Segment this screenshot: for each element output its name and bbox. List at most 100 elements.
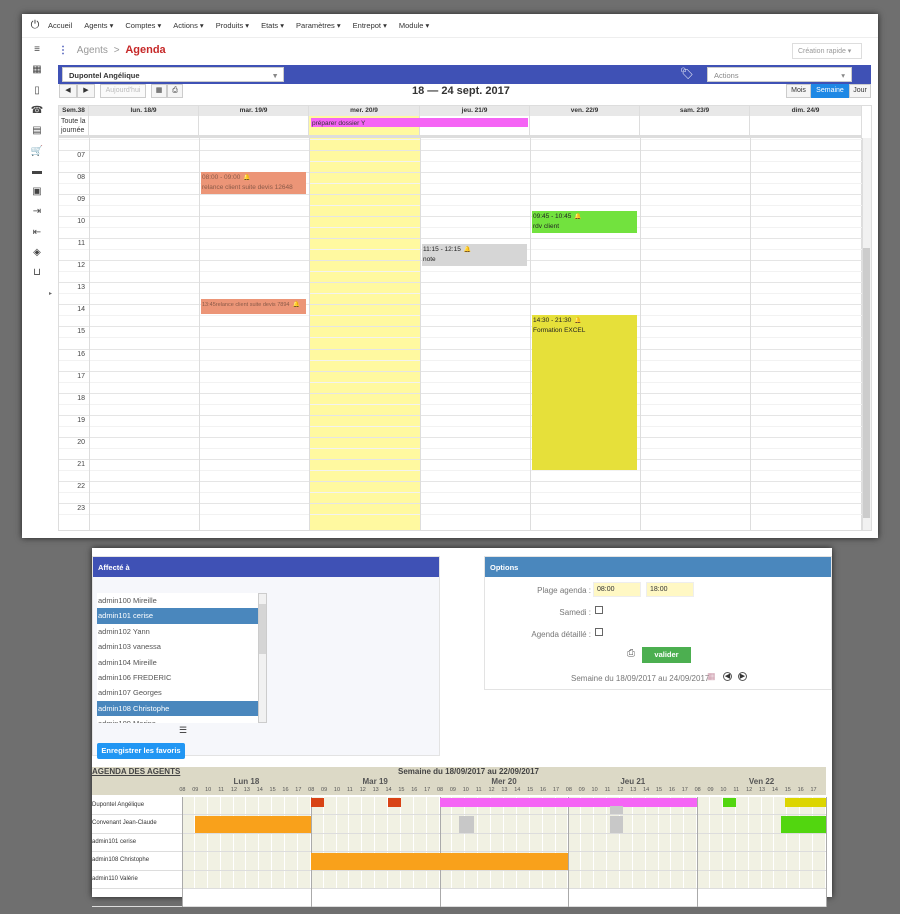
calendar-scrollbar[interactable] [861,138,871,530]
allday-cell[interactable] [89,116,199,138]
gantt-cell[interactable] [542,833,556,852]
gantt-cell[interactable] [632,815,646,833]
gantt-cell[interactable] [323,889,337,907]
agent-option[interactable]: admin108 Christophe [97,700,267,717]
gantt-cell[interactable] [684,852,698,870]
gantt-cell[interactable] [735,889,749,907]
gantt-cell[interactable] [182,852,195,870]
gantt-cell[interactable] [761,815,775,833]
allday-cell[interactable] [530,116,640,138]
gantt-cell[interactable] [272,833,286,852]
tablet-icon[interactable]: ▯ [34,84,40,96]
gantt-cell[interactable] [645,889,659,907]
breadcrumb-agents[interactable]: Agents [76,45,108,56]
gantt-cell[interactable] [658,833,672,852]
gantt-cell[interactable] [529,815,543,833]
gantt-bar[interactable] [610,806,624,814]
print-icon[interactable]: ⎙ [167,84,183,98]
gantt-cell[interactable] [310,870,324,888]
gantt-cell[interactable] [375,870,389,888]
gantt-bar[interactable] [780,816,826,833]
gantt-cell[interactable] [349,797,363,815]
gantt-cell[interactable] [774,889,788,907]
gantt-cell[interactable] [710,833,723,852]
gantt-cell[interactable] [555,889,569,907]
calendar-picker-icon[interactable]: ▦ [151,84,167,98]
briefcase-icon[interactable]: ▤ [32,125,42,137]
calendar-event[interactable]: 13:45relance client suite devis 7894 🔔 [201,298,306,315]
gantt-cell[interactable] [400,815,414,833]
gantt-cell[interactable] [375,815,389,833]
gantt-cell[interactable] [207,852,221,870]
gantt-cell[interactable] [452,870,466,888]
gantt-cell[interactable] [439,870,453,888]
gantt-cell[interactable] [207,797,221,815]
gantt-cell[interactable] [439,889,453,907]
gantt-cell[interactable] [207,889,221,907]
gantt-cell[interactable] [645,870,659,888]
gantt-cell[interactable] [220,852,234,870]
gantt-cell[interactable] [465,833,479,852]
gantt-cell[interactable] [413,797,427,815]
gantt-cell[interactable] [220,797,234,815]
gantt-cell[interactable] [220,870,234,888]
cart-icon[interactable]: 🛒 [30,145,44,157]
gantt-cell[interactable] [800,852,814,870]
day-header[interactable]: mar. 19/9 [199,106,309,116]
gantt-cell[interactable] [323,833,337,852]
gantt-cell[interactable] [297,852,311,870]
gantt-cell[interactable] [491,833,504,852]
gantt-cell[interactable] [581,833,595,852]
allday-cell[interactable] [199,116,309,138]
gantt-cell[interactable] [581,815,595,833]
gantt-cell[interactable] [800,833,814,852]
gantt-cell[interactable] [568,870,582,888]
gantt-cell[interactable] [362,870,376,888]
view-week-button[interactable]: Semaine [811,84,849,98]
print-icon[interactable]: ⎙ [627,648,635,659]
gantt-cell[interactable] [761,833,775,852]
gantt-cell[interactable] [787,889,801,907]
saturday-checkbox[interactable] [595,606,603,614]
gantt-cell[interactable] [362,797,376,815]
gantt-cell[interactable] [594,870,608,888]
allday-event[interactable]: préparer dossier Y [311,118,528,127]
gantt-cell[interactable] [722,833,736,852]
gantt-cell[interactable] [607,889,620,907]
gantt-cell[interactable] [336,797,350,815]
gantt-cell[interactable] [413,889,427,907]
gantt-cell[interactable] [491,870,504,888]
gantt-cell[interactable] [426,815,440,833]
gantt-bar[interactable] [310,798,324,807]
calendar-event[interactable]: 08:00 - 09:00 🔔 relance client suite devis… [201,172,306,195]
truck-icon[interactable]: ▬ [32,165,42,177]
gantt-cell[interactable] [800,889,814,907]
gantt-cell[interactable] [710,797,723,815]
nav-item[interactable]: Module ▾ [398,21,430,30]
nav-item[interactable]: Accueil [48,21,73,30]
calendar-event[interactable]: 11:15 - 12:15 🔔 note [422,243,527,266]
gantt-cell[interactable] [439,815,453,833]
gantt-cell[interactable] [259,889,273,907]
gantt-cell[interactable] [697,870,711,888]
gantt-cell[interactable] [671,870,685,888]
day-header[interactable]: lun. 18/9 [89,106,199,116]
nav-item[interactable]: Produits ▾ [215,21,250,30]
day-header[interactable]: mer. 20/9 [309,106,420,116]
gantt-cell[interactable] [581,870,595,888]
gantt-cell[interactable] [388,815,401,833]
actions-select[interactable]: Actions ▾ [707,67,852,82]
sign-out-icon[interactable]: ⇤ [32,226,42,238]
gantt-cell[interactable] [465,870,479,888]
gantt-cell[interactable] [697,852,711,870]
gantt-cell[interactable] [323,797,337,815]
gantt-cell[interactable] [426,797,440,815]
gantt-cell[interactable] [568,833,582,852]
range-end-input[interactable]: 18:00 [646,582,694,597]
gantt-cell[interactable] [220,833,234,852]
gantt-cell[interactable] [684,870,698,888]
gantt-cell[interactable] [697,833,711,852]
gantt-cell[interactable] [182,833,195,852]
gantt-cell[interactable] [285,870,298,888]
gantt-cell[interactable] [516,889,530,907]
